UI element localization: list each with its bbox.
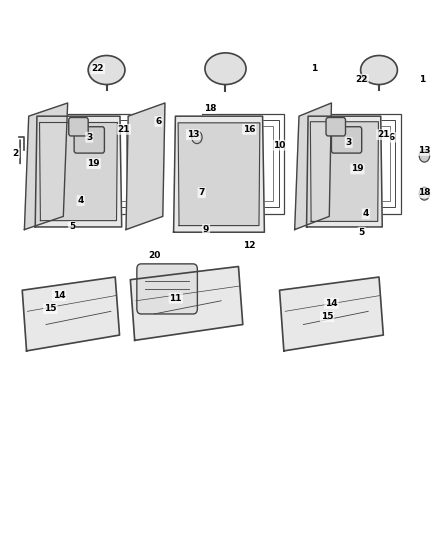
Ellipse shape — [88, 55, 125, 85]
FancyBboxPatch shape — [326, 117, 346, 136]
Text: 5: 5 — [69, 222, 75, 231]
Text: 22: 22 — [356, 75, 368, 84]
Bar — [337, 120, 396, 207]
Polygon shape — [295, 103, 332, 230]
Text: 19: 19 — [87, 159, 100, 168]
Text: 7: 7 — [198, 188, 205, 197]
Text: 16: 16 — [243, 125, 255, 134]
Bar — [207, 120, 279, 207]
Text: 4: 4 — [363, 209, 369, 218]
Text: 1: 1 — [311, 64, 317, 73]
Text: 13: 13 — [418, 146, 431, 155]
Text: 6: 6 — [389, 133, 395, 142]
Polygon shape — [35, 116, 122, 227]
Polygon shape — [173, 116, 265, 232]
Bar — [60, 120, 132, 207]
Bar — [332, 114, 401, 214]
Bar — [65, 126, 127, 201]
Bar — [342, 126, 390, 201]
Ellipse shape — [205, 53, 246, 85]
Text: 1: 1 — [419, 75, 425, 84]
Bar — [212, 126, 273, 201]
Text: 22: 22 — [92, 64, 104, 73]
Text: 3: 3 — [86, 133, 92, 142]
Polygon shape — [25, 103, 67, 230]
Text: 5: 5 — [359, 228, 365, 237]
Text: 18: 18 — [204, 104, 217, 113]
Bar — [202, 114, 284, 214]
Text: 6: 6 — [155, 117, 162, 126]
Polygon shape — [131, 266, 243, 341]
Text: 14: 14 — [325, 299, 338, 308]
Text: 19: 19 — [351, 164, 364, 173]
Text: 9: 9 — [203, 225, 209, 234]
Polygon shape — [22, 277, 120, 351]
Text: 14: 14 — [53, 291, 65, 300]
Circle shape — [419, 188, 430, 200]
Text: 10: 10 — [273, 141, 286, 150]
FancyBboxPatch shape — [137, 264, 198, 314]
Text: 11: 11 — [170, 294, 182, 303]
Ellipse shape — [360, 55, 397, 85]
Polygon shape — [279, 277, 383, 351]
Text: 18: 18 — [418, 188, 431, 197]
Polygon shape — [311, 122, 378, 221]
Text: 4: 4 — [78, 196, 84, 205]
Text: 13: 13 — [187, 130, 199, 139]
Polygon shape — [307, 116, 382, 227]
Text: 2: 2 — [13, 149, 19, 158]
Text: 3: 3 — [346, 138, 352, 147]
Bar — [55, 114, 137, 214]
Text: 21: 21 — [377, 130, 389, 139]
Polygon shape — [126, 103, 165, 230]
Text: 20: 20 — [148, 252, 160, 261]
Polygon shape — [178, 123, 260, 225]
Text: 15: 15 — [321, 312, 333, 321]
Text: 12: 12 — [243, 241, 255, 250]
FancyBboxPatch shape — [332, 127, 362, 153]
FancyBboxPatch shape — [69, 117, 88, 136]
Text: 21: 21 — [118, 125, 130, 134]
Circle shape — [419, 149, 430, 162]
Polygon shape — [39, 123, 117, 221]
FancyBboxPatch shape — [74, 127, 104, 153]
Text: 15: 15 — [44, 304, 57, 313]
Circle shape — [192, 131, 202, 143]
